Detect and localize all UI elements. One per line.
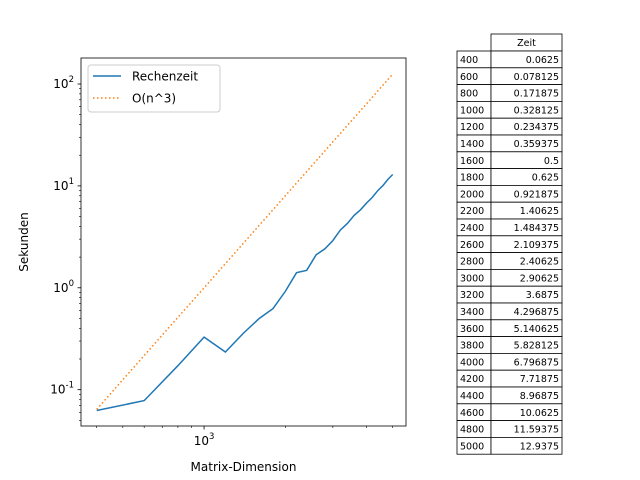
series-line-1 xyxy=(96,73,394,410)
table-value: 10.0625 xyxy=(520,408,559,419)
table-row-label: 3200 xyxy=(460,290,484,301)
y-axis-label: Sekunden xyxy=(17,212,31,271)
table-row-label: 2800 xyxy=(460,257,484,268)
table-row-label: 2600 xyxy=(460,240,484,251)
table-row-label: 1600 xyxy=(460,156,484,167)
axes: 10-1 100 101 102 103 Matrix-Dimension Sekunden xyxy=(17,57,407,474)
table-row-label: 1200 xyxy=(460,122,484,133)
table-row-label: 600 xyxy=(460,72,478,83)
table-value: 0.171875 xyxy=(514,89,559,100)
table-value: 3.6875 xyxy=(526,290,559,301)
table-value: 1.484375 xyxy=(514,223,559,234)
table-row-label: 5000 xyxy=(460,441,484,452)
table-value: 0.0625 xyxy=(526,55,559,66)
legend-label-1: O(n^3) xyxy=(132,92,176,106)
series-line-0 xyxy=(96,173,394,412)
table-header-label: Zeit xyxy=(517,38,536,49)
table-value: 0.5 xyxy=(544,156,559,167)
table-value: 1.40625 xyxy=(520,206,559,217)
table-row-label: 2000 xyxy=(460,189,484,200)
legend: Rechenzeit O(n^3) xyxy=(87,64,221,113)
table-value: 0.625 xyxy=(532,173,559,184)
y-tick-label-1: 100 xyxy=(53,279,74,295)
table-value: 0.328125 xyxy=(514,105,559,116)
table-value: 0.359375 xyxy=(514,139,559,150)
y-tick-label-2: 101 xyxy=(53,177,74,193)
y-tick-label-0: 10-1 xyxy=(50,381,74,397)
table-value: 2.90625 xyxy=(520,273,559,284)
table-value: 4.296875 xyxy=(514,307,559,318)
table-row-label: 4800 xyxy=(460,425,484,436)
table-row-label: 3400 xyxy=(460,307,484,318)
table-value: 5.828125 xyxy=(514,341,559,352)
x-tick-label-0: 103 xyxy=(194,432,215,448)
table-value: 7.71875 xyxy=(520,374,559,385)
table-value: 0.921875 xyxy=(514,189,559,200)
table-row-label: 800 xyxy=(460,89,478,100)
table-row-label: 3600 xyxy=(460,324,484,335)
legend-label-0: Rechenzeit xyxy=(132,70,198,84)
table-row-label: 4200 xyxy=(460,374,484,385)
table-row-label: 1400 xyxy=(460,139,484,150)
table-row-label: 2400 xyxy=(460,223,484,234)
table-row-label: 1800 xyxy=(460,173,484,184)
x-axis-label: Matrix-Dimension xyxy=(191,460,297,474)
table-row-label: 1000 xyxy=(460,105,484,116)
table-value: 0.234375 xyxy=(514,122,559,133)
plot-frame xyxy=(80,57,407,427)
table-value: 5.140625 xyxy=(514,324,559,335)
table-row-label: 2200 xyxy=(460,206,484,217)
table-value: 8.96875 xyxy=(520,391,559,402)
data-table: Zeit 400 0.0625 600 0.078125 800 0.171875 1000 0… xyxy=(456,33,563,455)
table-value: 11.59375 xyxy=(514,425,559,436)
table-value: 6.796875 xyxy=(514,357,559,368)
table-value: 12.9375 xyxy=(520,441,559,452)
table-value: 2.40625 xyxy=(520,257,559,268)
table-value: 0.078125 xyxy=(514,72,559,83)
table-row-label: 3000 xyxy=(460,273,484,284)
table-row-label: 4000 xyxy=(460,357,484,368)
table-row-label: 3800 xyxy=(460,341,484,352)
table-value-cell xyxy=(490,436,563,455)
table-value: 2.109375 xyxy=(514,240,559,251)
table-row-label: 4600 xyxy=(460,408,484,419)
table-row-label: 4400 xyxy=(460,391,484,402)
plot-area xyxy=(96,73,394,412)
table-row-label: 400 xyxy=(460,55,478,66)
y-tick-label-3: 102 xyxy=(53,75,74,91)
